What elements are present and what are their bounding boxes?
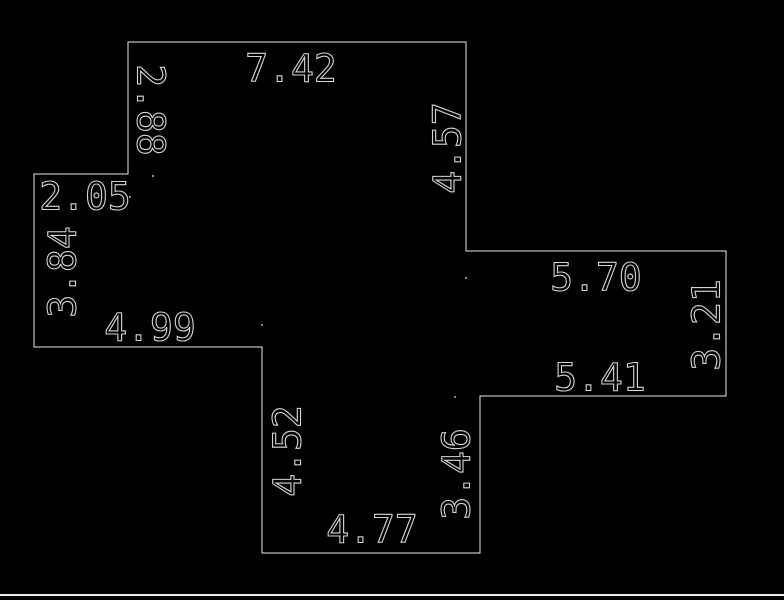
dimension-label-left-edge-vertical[interactable]: 3.84 — [40, 226, 85, 319]
blip-mark — [129, 196, 131, 198]
blip-marks — [129, 175, 467, 398]
dimension-label-bottom-arm-right-vertical[interactable]: 3.46 — [434, 428, 479, 521]
blip-mark — [465, 277, 467, 279]
blip-mark — [454, 396, 456, 398]
dimension-labels: 7.42 2.88 4.57 2.05 3.84 5.70 3.21 4.99 5.41 4.52… — [39, 46, 730, 552]
dimension-label-right-arm-bottom[interactable]: 5.41 — [554, 355, 647, 400]
blip-mark — [152, 175, 154, 177]
dimension-label-upper-left-vertical[interactable]: 2.88 — [128, 64, 173, 157]
dimension-label-right-arm-top[interactable]: 5.70 — [550, 255, 643, 300]
blip-mark — [261, 324, 263, 326]
dimension-label-bottom-arm-left-vertical[interactable]: 4.52 — [265, 405, 310, 498]
shape-outline[interactable] — [33, 41, 727, 554]
dimension-label-right-edge-vertical[interactable]: 3.21 — [684, 279, 729, 372]
dimension-label-bottom-edge[interactable]: 4.77 — [326, 507, 419, 552]
dimension-label-top-edge[interactable]: 7.42 — [245, 46, 338, 91]
dimension-label-left-arm-bottom[interactable]: 4.99 — [104, 305, 197, 350]
window-bottom-border — [0, 594, 784, 596]
dimension-label-left-notch-top[interactable]: 2.05 — [39, 174, 132, 219]
dimension-label-top-arm-right-vertical[interactable]: 4.57 — [425, 102, 470, 195]
